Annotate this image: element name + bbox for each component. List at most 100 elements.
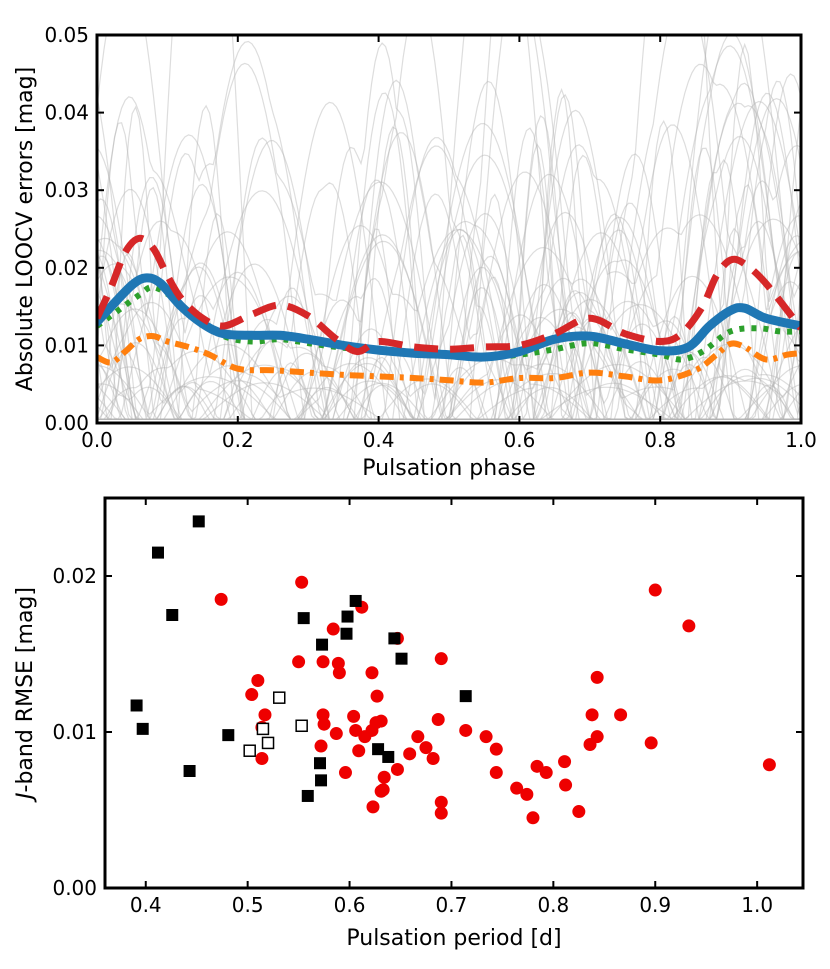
- background-error-curve: [97, 271, 801, 420]
- background-error-curve: [97, 193, 801, 420]
- red-circle-point: [426, 752, 440, 766]
- background-error-curve: [97, 35, 801, 420]
- background-error-curve: [97, 114, 801, 420]
- red-circle-point: [489, 766, 503, 780]
- background-error-curve: [97, 153, 801, 420]
- top-y-tick-label: 0.05: [44, 23, 89, 47]
- black-square-point: [183, 765, 196, 777]
- background-error-curve: [97, 87, 801, 420]
- black-square-point: [341, 610, 354, 623]
- open-square-point: [272, 691, 286, 704]
- red-circle-point: [326, 622, 340, 636]
- black-square-point: [372, 743, 385, 756]
- background-error-curve: [97, 173, 801, 420]
- red-circle-point: [352, 744, 366, 758]
- red-circle-point: [376, 783, 390, 797]
- background-error-curve: [97, 102, 801, 421]
- red-circle-point: [295, 575, 309, 589]
- background-error-curve: [97, 35, 801, 420]
- red-circle-point: [366, 800, 380, 814]
- top-panel: 0.0 0.2 0.4 0.6 0.8 1.0 0.00 0.01 0.02 0.03 0.04 0.…: [13, 23, 817, 481]
- red-circle-point: [479, 730, 493, 744]
- background-error-curve: [97, 188, 801, 420]
- black-square-point: [297, 612, 310, 625]
- red-circle-point: [411, 730, 425, 744]
- series-line-dashed: [97, 234, 801, 356]
- red-circle-point: [331, 656, 345, 670]
- black-square-point: [382, 750, 395, 763]
- background-error-curve: [97, 35, 801, 420]
- background-error-curve: [97, 119, 801, 420]
- red-circle-point: [332, 666, 346, 680]
- top-ticks: 0.0 0.2 0.4 0.6 0.8 1.0 0.00 0.01 0.02 0.03 0.04 0.…: [44, 23, 816, 452]
- red-circle-point: [419, 741, 433, 755]
- red-circle-point: [762, 758, 776, 772]
- black-square-point: [301, 789, 314, 802]
- red-circle-point: [644, 736, 658, 750]
- background-error-curve: [97, 35, 801, 420]
- bottom-axes-frame: [103, 496, 805, 890]
- bottom-y-axis-label-j: J: [13, 792, 38, 803]
- red-circle-point: [489, 742, 503, 756]
- red-circle-point: [559, 778, 573, 792]
- background-error-curve: [97, 251, 801, 420]
- background-error-curve: [97, 35, 801, 420]
- series-line-dashdot: [97, 333, 801, 386]
- black-square-point: [315, 774, 328, 787]
- bottom-y-axis-label: J-band RMSE [mag]: [13, 587, 38, 803]
- red-circle-point: [255, 752, 269, 766]
- red-circle-point: [682, 619, 696, 633]
- background-error-curve: [97, 35, 801, 420]
- bottom-y-tick-label: 0.01: [52, 720, 97, 744]
- red-circle-point: [510, 781, 524, 795]
- top-x-tick-label: 1.0: [785, 428, 817, 452]
- background-error-curve: [97, 144, 801, 421]
- red-circle-point: [316, 708, 330, 722]
- black-square-point: [340, 627, 353, 640]
- background-error-curve: [97, 137, 801, 420]
- open-square-point: [261, 736, 275, 750]
- background-error-curve: [97, 232, 801, 420]
- red-circle-point: [358, 730, 372, 744]
- background-error-curve: [97, 122, 801, 420]
- background-error-curve: [97, 35, 801, 420]
- red-circle-point: [347, 709, 361, 723]
- background-error-curve: [97, 105, 801, 420]
- background-error-curve: [97, 291, 801, 420]
- red-circle-point: [572, 805, 586, 819]
- black-square-point: [130, 699, 143, 712]
- top-y-tick-label: 0.02: [44, 256, 89, 280]
- background-error-curve: [97, 92, 801, 420]
- top-x-tick-label: 0.2: [222, 428, 254, 452]
- red-circle-point: [585, 708, 599, 722]
- bottom-x-axis-label: Pulsation period [d]: [346, 926, 561, 951]
- background-error-curve: [97, 246, 801, 420]
- background-error-curve: [97, 147, 801, 420]
- bottom-plot-area: [130, 515, 776, 825]
- bottom-x-tick-label: 0.9: [639, 893, 671, 917]
- background-error-curve: [97, 124, 801, 420]
- red-circle-point: [558, 755, 572, 769]
- bottom-x-tick-label: 1.0: [741, 893, 773, 917]
- bottom-panel: 0.4 0.5 0.6 0.7 0.8 0.9 1.0 0.00 0.01 0.02 Pulsat…: [13, 496, 805, 951]
- red-circle-point: [648, 583, 662, 597]
- background-error-curve: [97, 35, 801, 420]
- black-square-point: [192, 515, 205, 528]
- bottom-x-tick-label: 0.8: [537, 893, 569, 917]
- top-y-axis-label: Absolute LOOCV errors [mag]: [13, 67, 38, 391]
- black-square-point: [388, 632, 401, 645]
- background-error-curve: [97, 73, 801, 420]
- top-x-tick-label: 0.6: [503, 428, 535, 452]
- top-plot-area: [97, 35, 801, 421]
- background-error-curve: [97, 45, 801, 420]
- top-y-tick-label: 0.00: [44, 411, 89, 435]
- bottom-x-tick-label: 0.6: [334, 893, 366, 917]
- bottom-y-tick-label: 0.02: [52, 564, 97, 588]
- red-circle-point: [434, 795, 448, 809]
- top-x-axis-label: Pulsation phase: [362, 456, 535, 481]
- top-x-tick-label: 0.4: [363, 428, 395, 452]
- bottom-x-tick-label: 0.7: [436, 893, 468, 917]
- black-square-point: [136, 722, 149, 735]
- background-error-curve: [97, 42, 801, 420]
